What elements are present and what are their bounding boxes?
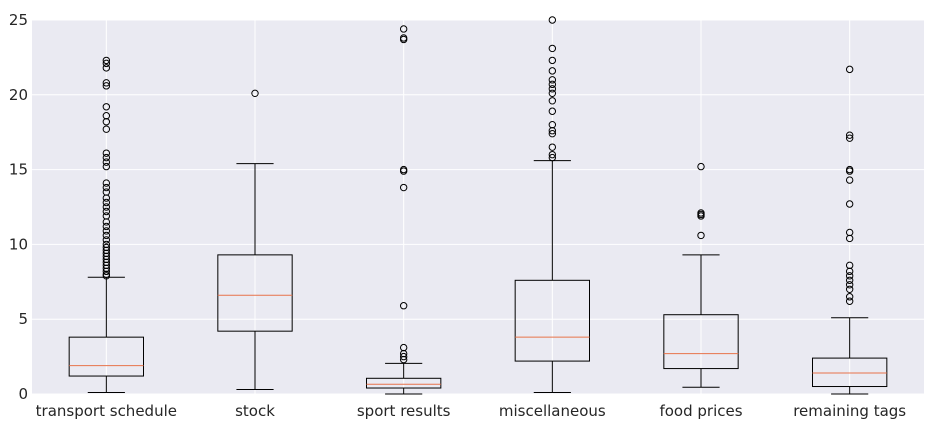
x-axis-labels: transport schedule stock sport results misc… [36, 402, 907, 420]
outlier-point [102, 207, 111, 216]
iqr-box [663, 314, 739, 370]
iqr-box [514, 279, 591, 362]
y-tick-label: 15 [9, 161, 28, 179]
outlier-point [548, 16, 557, 24]
y-tick-label: 20 [9, 86, 28, 104]
y-tick-label: 10 [9, 235, 28, 253]
outlier-point [102, 243, 111, 252]
outlier-point [548, 129, 557, 138]
y-tick-label: 25 [9, 11, 28, 29]
iqr-box [68, 336, 144, 377]
outlier-point [399, 302, 408, 310]
outlier-point [102, 240, 111, 249]
box-food-prices [663, 162, 739, 388]
category-label: food prices [659, 402, 742, 420]
iqr-box [217, 254, 293, 332]
outlier-point [845, 131, 854, 139]
outlier-point [102, 82, 111, 90]
outlier-point [102, 183, 111, 192]
outlier-point [845, 272, 854, 280]
category-label: sport results [357, 402, 451, 420]
outlier-point [251, 89, 259, 98]
category-label: remaining tags [793, 402, 906, 420]
outlier-point [845, 200, 854, 208]
outlier-point [548, 97, 557, 105]
outlier-point [548, 67, 557, 75]
outlier-point [548, 107, 557, 115]
y-axis-ticks: 0 5 10 15 20 25 [9, 11, 28, 403]
outlier-point [845, 276, 854, 285]
outlier-point [102, 112, 111, 120]
outlier-point [845, 293, 854, 301]
iqr-box [366, 377, 442, 389]
outlier-point [102, 149, 111, 157]
outlier-point [845, 228, 854, 237]
iqr-box [812, 357, 888, 388]
outlier-point [548, 76, 557, 84]
outlier-point [548, 80, 557, 89]
outlier-point [845, 134, 854, 142]
outlier-point [399, 25, 408, 33]
outlier-point [102, 103, 111, 111]
category-label: miscellaneous [499, 402, 606, 420]
outlier-point [548, 85, 557, 93]
outlier-point [845, 285, 854, 293]
outlier-point [697, 231, 705, 240]
outlier-point [399, 352, 408, 361]
outlier-point [548, 150, 557, 159]
outlier-point [399, 343, 408, 352]
outlier-point [845, 261, 854, 270]
outlier-point [845, 65, 854, 74]
outlier-point [102, 162, 111, 171]
box-stock [217, 89, 293, 391]
outlier-point [102, 64, 111, 72]
outlier-point [845, 281, 854, 289]
outlier-point [548, 44, 557, 53]
box-transport-schedule [68, 56, 144, 394]
grid-lines [32, 19, 924, 395]
outlier-point [548, 56, 557, 65]
outlier-point [102, 203, 111, 211]
outlier-point [102, 56, 111, 65]
outlier-point [102, 212, 111, 220]
outlier-point [548, 143, 557, 151]
outlier-point [548, 121, 557, 129]
outlier-point [845, 165, 854, 174]
category-label: stock [235, 402, 275, 420]
outlier-point [102, 59, 111, 68]
outlier-point [102, 79, 111, 87]
outlier-point [845, 176, 854, 184]
y-tick-label: 0 [18, 385, 28, 403]
box-remaining-tags [812, 65, 888, 395]
y-tick-label: 5 [18, 310, 28, 328]
outlier-point [399, 34, 408, 42]
outlier-point [548, 153, 557, 162]
outlier-point [102, 198, 111, 207]
outlier-point [399, 183, 408, 192]
outlier-point [102, 188, 111, 196]
outlier-point [102, 227, 111, 235]
outlier-point [102, 153, 111, 162]
category-label: transport schedule [36, 402, 177, 420]
outlier-point [102, 236, 111, 244]
outlier-point [102, 222, 111, 231]
outlier-point [102, 231, 111, 240]
outlier-point [102, 179, 111, 187]
outlier-point [845, 297, 854, 305]
boxes-group [68, 16, 888, 395]
outlier-point [399, 165, 408, 174]
outlier-point [697, 162, 705, 171]
box-miscellaneous [514, 16, 591, 394]
outlier-point [102, 125, 111, 133]
outlier-point [548, 89, 557, 98]
outlier-point [697, 209, 705, 217]
plot-background [32, 20, 924, 394]
outlier-point [102, 158, 111, 166]
box-sport-results [366, 25, 442, 395]
